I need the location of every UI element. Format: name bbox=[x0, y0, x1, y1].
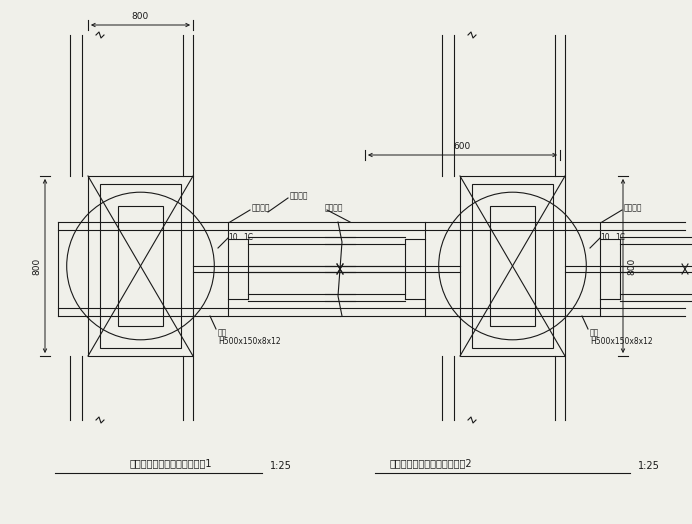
Text: 1C: 1C bbox=[243, 234, 253, 243]
Text: H500x150x8x12: H500x150x8x12 bbox=[590, 337, 653, 346]
Text: 600: 600 bbox=[454, 142, 471, 151]
Text: 型钢柱与梁连接节点配筋构造2: 型钢柱与梁连接节点配筋构造2 bbox=[390, 458, 473, 468]
Text: 1:25: 1:25 bbox=[638, 461, 660, 471]
Bar bbox=[460, 176, 565, 356]
Text: 竖向钢筋: 竖向钢筋 bbox=[290, 191, 309, 201]
Text: 1C: 1C bbox=[615, 234, 625, 243]
Text: 10: 10 bbox=[228, 234, 237, 243]
Bar bbox=[490, 206, 535, 326]
Bar bbox=[88, 176, 193, 356]
Text: 型钢柱与梁连接节点配筋构造1: 型钢柱与梁连接节点配筋构造1 bbox=[130, 458, 212, 468]
Text: H500x150x8x12: H500x150x8x12 bbox=[218, 337, 281, 346]
Text: 1:25: 1:25 bbox=[270, 461, 292, 471]
Text: 800: 800 bbox=[627, 257, 636, 275]
Text: 竖向钢筋: 竖向钢筋 bbox=[252, 203, 271, 213]
Text: 钢梁: 钢梁 bbox=[590, 328, 599, 337]
Text: 800: 800 bbox=[32, 257, 41, 275]
Text: 钢梁: 钢梁 bbox=[218, 328, 227, 337]
Bar bbox=[118, 206, 163, 326]
Text: 竖向钢筋: 竖向钢筋 bbox=[624, 203, 642, 213]
Text: 800: 800 bbox=[132, 12, 149, 21]
Bar bbox=[472, 184, 553, 348]
Text: 竖向钢筋: 竖向钢筋 bbox=[325, 203, 343, 213]
Bar bbox=[100, 184, 181, 348]
Text: 10: 10 bbox=[600, 234, 610, 243]
